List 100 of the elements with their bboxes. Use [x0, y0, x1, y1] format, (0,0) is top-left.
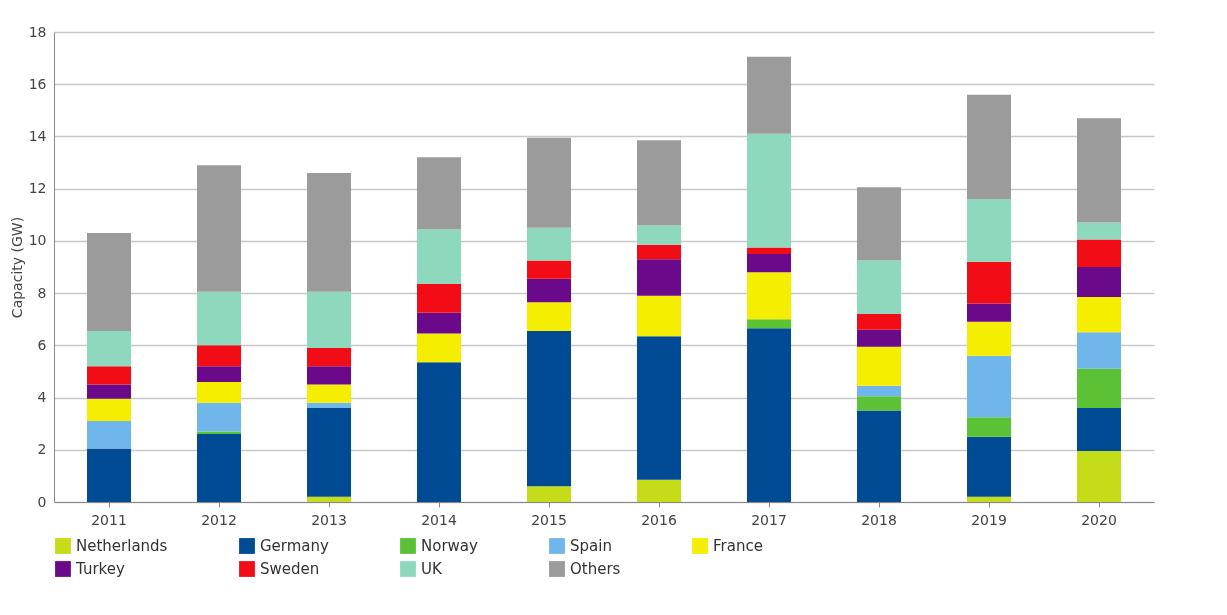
bar — [197, 402, 241, 432]
bar — [527, 302, 571, 331]
legend-label: Netherlands — [76, 537, 168, 555]
y-tick-label: 8 — [37, 284, 47, 301]
x-tick-label: 2013 — [311, 511, 347, 528]
bar — [87, 330, 131, 367]
y-tick-label: 12 — [28, 180, 47, 197]
bar — [967, 496, 1011, 502]
bar — [417, 283, 461, 313]
bar — [1077, 332, 1121, 369]
y-tick-label: 10 — [28, 232, 47, 249]
y-tick-label: 4 — [37, 389, 47, 406]
bar — [307, 366, 351, 385]
bar — [857, 260, 901, 314]
bar — [967, 436, 1011, 497]
y-tick-label: 16 — [28, 75, 47, 92]
bar — [1077, 239, 1121, 267]
x-tick-label: 2011 — [91, 511, 127, 528]
legend-label: Others — [570, 560, 621, 578]
bar — [747, 247, 791, 254]
y-tick-label: 2 — [37, 441, 47, 458]
y-tick-label: 18 — [28, 23, 47, 40]
bar — [967, 355, 1011, 418]
bar — [1077, 451, 1121, 502]
x-tick-label: 2017 — [751, 511, 787, 528]
bar — [967, 261, 1011, 304]
bar — [87, 366, 131, 385]
bar — [1077, 408, 1121, 452]
bar — [527, 486, 571, 502]
bar — [637, 295, 681, 337]
bar — [637, 140, 681, 226]
bar — [307, 384, 351, 403]
x-tick-label: 2015 — [531, 511, 567, 528]
bar — [857, 385, 901, 397]
bar — [1077, 118, 1121, 223]
bar — [307, 496, 351, 502]
bar — [967, 199, 1011, 262]
bar — [637, 225, 681, 245]
bar — [197, 345, 241, 367]
bar — [857, 314, 901, 330]
bar — [857, 329, 901, 347]
bar — [857, 410, 901, 502]
x-tick-label: 2012 — [201, 511, 237, 528]
bar — [967, 321, 1011, 356]
y-axis-title: Capacity (GW) — [8, 216, 25, 319]
bar — [747, 319, 791, 329]
y-tick-label: 6 — [37, 336, 47, 353]
bar — [87, 384, 131, 399]
bar — [747, 328, 791, 502]
legend-label: France — [713, 537, 763, 555]
bar — [197, 165, 241, 292]
bar — [307, 173, 351, 292]
bar — [87, 421, 131, 449]
bar — [307, 347, 351, 367]
bar — [857, 346, 901, 386]
bar — [197, 366, 241, 382]
bar — [1077, 368, 1121, 408]
x-tick-label: 2014 — [421, 511, 457, 528]
bar — [747, 272, 791, 320]
bar — [527, 330, 571, 487]
bar — [857, 187, 901, 261]
legend-label: Sweden — [260, 560, 320, 578]
bar — [637, 259, 681, 296]
bar — [307, 291, 351, 348]
bar — [527, 260, 571, 279]
bar — [417, 229, 461, 284]
bar — [967, 94, 1011, 200]
bar — [637, 244, 681, 260]
bar — [307, 402, 351, 408]
bar — [87, 398, 131, 422]
bar — [857, 396, 901, 411]
bar — [417, 312, 461, 334]
bar — [307, 408, 351, 497]
bar — [527, 137, 571, 228]
bar — [417, 157, 461, 230]
bar — [1077, 222, 1121, 240]
legend-label: UK — [421, 560, 443, 578]
y-tick-label: 0 — [37, 493, 47, 510]
bar — [527, 227, 571, 261]
y-tick-label: 14 — [28, 127, 47, 144]
bar — [417, 362, 461, 502]
bar — [197, 291, 241, 346]
bar — [967, 303, 1011, 322]
bar — [197, 381, 241, 403]
bar — [197, 434, 241, 502]
bar — [527, 278, 571, 303]
bar — [87, 233, 131, 331]
bar — [1077, 297, 1121, 333]
bar — [747, 56, 791, 134]
x-tick-label: 2020 — [1081, 511, 1117, 528]
x-tick-label: 2019 — [971, 511, 1007, 528]
bar — [747, 253, 791, 273]
bar — [637, 479, 681, 502]
bar — [1077, 267, 1121, 298]
legend-label: Turkey — [75, 560, 125, 578]
legend-label: Norway — [421, 537, 479, 555]
bar — [747, 133, 791, 248]
bar — [417, 333, 461, 363]
legend-label: Germany — [260, 537, 330, 555]
bar — [87, 448, 131, 502]
